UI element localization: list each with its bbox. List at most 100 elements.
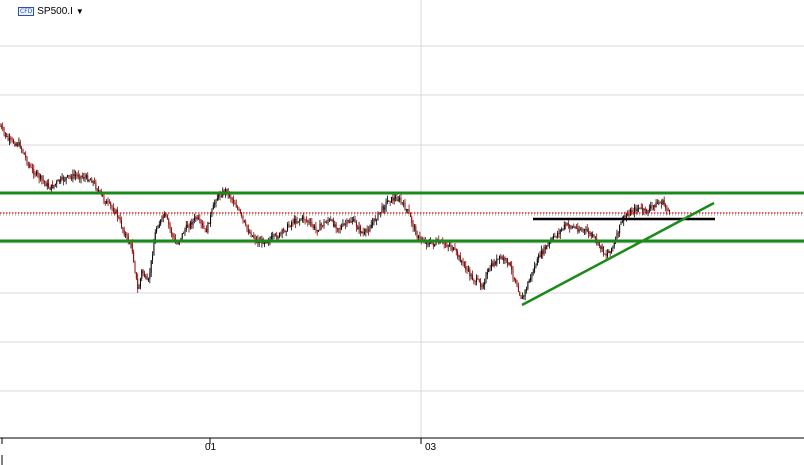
candle-body — [345, 224, 347, 226]
candle-body — [65, 177, 67, 180]
candle-body — [230, 196, 232, 199]
caret-down-icon[interactable]: ▼ — [75, 6, 84, 16]
candle-body — [609, 251, 611, 253]
candle-body — [253, 235, 255, 238]
candle-body — [400, 198, 402, 203]
candle-body — [154, 232, 156, 244]
candle-body — [481, 286, 483, 288]
candle-body — [166, 215, 168, 220]
candle-body — [342, 223, 344, 227]
candle-body — [339, 228, 341, 230]
candle-body — [45, 182, 47, 187]
candle-body — [22, 149, 24, 153]
candle-body — [384, 207, 386, 210]
candle-body — [276, 234, 278, 239]
candle-body — [323, 222, 325, 226]
candle-body — [586, 229, 588, 232]
candle-body — [164, 212, 166, 218]
candle-body — [11, 138, 13, 140]
candle-body — [466, 269, 468, 271]
candle-body — [168, 219, 170, 225]
symbol-header[interactable]: CFD SP500.I ▼ — [18, 4, 84, 18]
candle-body — [509, 262, 511, 266]
candle-body — [152, 255, 154, 261]
candle-body — [106, 200, 108, 204]
candle-body — [289, 225, 291, 227]
candle-body — [347, 220, 349, 222]
candle-body — [207, 222, 209, 233]
candle-body — [162, 216, 164, 218]
candle-body — [335, 224, 337, 229]
candle-body — [277, 237, 279, 239]
candle-body — [426, 240, 428, 245]
candle-body — [94, 181, 95, 183]
candle-body — [149, 272, 151, 279]
candle-body — [111, 205, 113, 209]
symbol-label[interactable]: SP500.I — [37, 5, 73, 17]
candle-body — [272, 235, 274, 237]
candle-body — [338, 228, 340, 230]
candle-body — [534, 266, 536, 272]
candle-body — [216, 197, 218, 201]
candle-body — [524, 289, 526, 296]
candle-body — [486, 271, 488, 276]
candle-body — [581, 229, 583, 231]
candle-body — [300, 219, 302, 221]
candle-body — [462, 261, 464, 263]
candle-body — [37, 171, 39, 175]
candle-body — [6, 136, 8, 138]
candle-body — [574, 226, 576, 228]
candle-body — [242, 215, 244, 221]
candle-body — [580, 229, 581, 231]
candle-body — [584, 229, 586, 231]
candle-body — [669, 209, 671, 211]
candle-body — [165, 212, 167, 216]
candle-body — [667, 210, 669, 212]
candle-body — [459, 255, 461, 263]
candle-body — [193, 217, 195, 221]
candle-body — [412, 222, 414, 228]
candle-body — [368, 230, 370, 232]
candle-body — [617, 232, 619, 234]
candle-body — [563, 224, 565, 229]
candle-body — [160, 219, 162, 225]
candle-body — [50, 184, 52, 190]
candle-body — [214, 202, 216, 205]
candle-body — [14, 143, 16, 146]
candle-body — [474, 281, 476, 282]
candle-body — [582, 229, 584, 231]
candle-body — [590, 232, 592, 237]
candle-body — [191, 222, 193, 225]
candle-body — [644, 208, 646, 210]
candle-body — [0, 125, 2, 127]
candle-body — [188, 227, 190, 229]
candle-body — [148, 278, 149, 280]
candle-body — [187, 224, 189, 228]
candle-body — [8, 137, 10, 141]
candle-body — [203, 225, 205, 229]
candle-body — [408, 209, 410, 214]
candle-body — [62, 177, 64, 181]
candle-body — [224, 188, 226, 194]
candle-body — [362, 232, 364, 234]
candle-body — [138, 286, 140, 289]
candle-body — [156, 227, 158, 233]
candle-body — [254, 237, 256, 241]
candle-body — [473, 280, 475, 282]
candle-body — [382, 206, 384, 210]
candle-body — [249, 232, 251, 234]
candle-body — [594, 236, 596, 239]
candle-body — [482, 284, 484, 287]
candle-body — [102, 193, 104, 197]
candle-body — [397, 199, 399, 201]
candle-body — [577, 227, 579, 232]
candle-body — [196, 217, 198, 219]
candle-body — [285, 231, 287, 232]
candle-body — [419, 236, 421, 238]
candle-body — [34, 174, 36, 176]
candle-body — [330, 219, 332, 221]
candle-body — [287, 224, 289, 232]
candle-body — [107, 200, 109, 202]
candle-body — [655, 202, 657, 208]
